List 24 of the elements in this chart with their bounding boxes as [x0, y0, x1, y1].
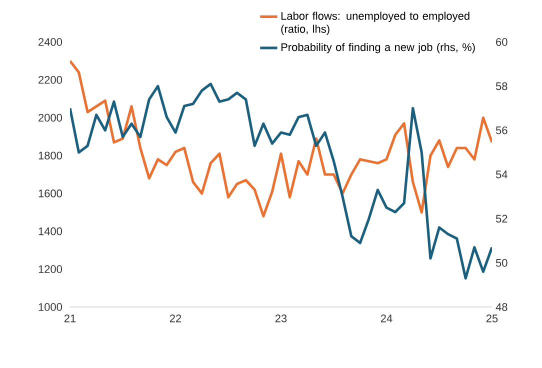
y-tick-label: 2400	[38, 38, 62, 46]
y2-tick-label: 54	[496, 170, 508, 178]
y2-tick-label: 58	[496, 82, 508, 90]
x-tick-label: 23	[275, 314, 287, 322]
line-series	[70, 60, 492, 218]
legend-label: Labor flows: unemployed to employed (ratio, lhs)	[281, 12, 470, 35]
y2-tick-label: 48	[496, 303, 508, 311]
y-tick-label: 2200	[38, 76, 62, 84]
y2-tick-label: 52	[496, 214, 508, 223]
y2-tick-label: 50	[496, 258, 508, 267]
y-tick-label: 2000	[38, 114, 62, 122]
y-tick-label: 1800	[38, 152, 62, 160]
x-tick-label: 21	[64, 314, 76, 322]
y2-tick-label: 56	[496, 126, 508, 134]
y-tick-label: 1000	[38, 303, 62, 311]
x-tick-label: 25	[486, 314, 498, 322]
x-tick-label: 22	[170, 314, 182, 322]
y-tick-label: 1400	[38, 227, 62, 236]
x-tick-label: 24	[380, 314, 392, 322]
legend-label: Probability of finding a new job (rhs, %)	[281, 43, 475, 54]
y2-tick-label: 60	[496, 38, 508, 46]
y-tick-label: 1200	[38, 265, 62, 274]
line-series	[70, 82, 492, 280]
y-tick-label: 1600	[38, 190, 62, 198]
